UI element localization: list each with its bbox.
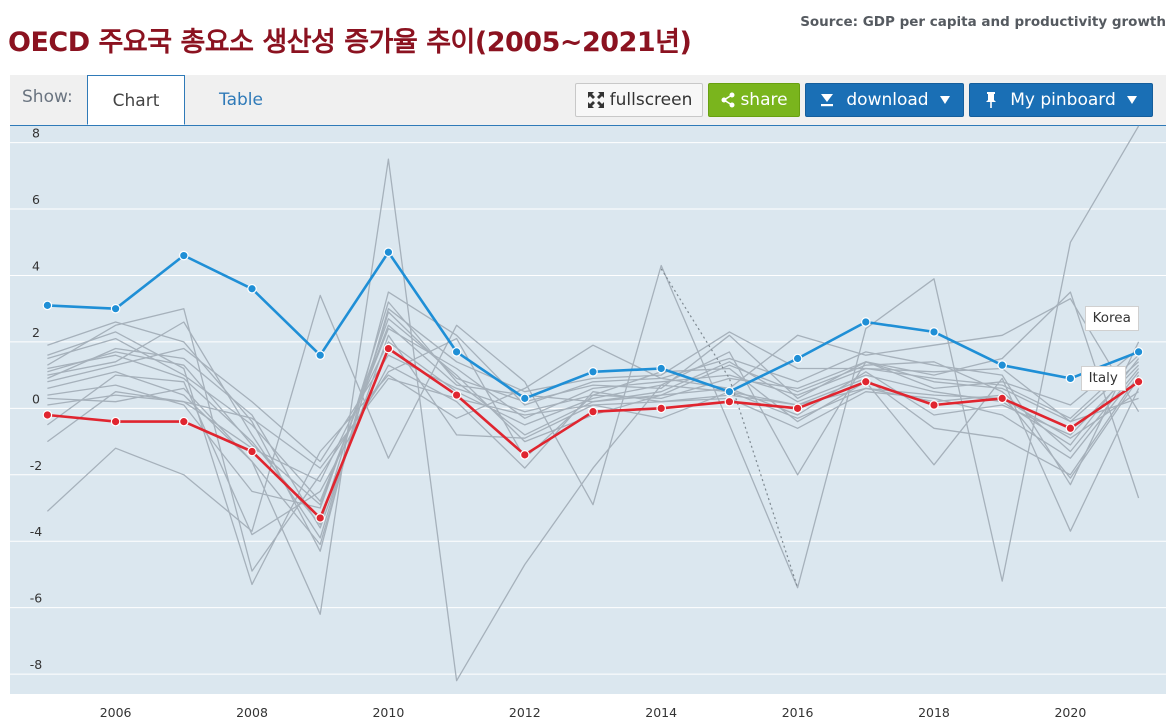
x-tick-label: 2006 — [100, 705, 132, 720]
background-series-line — [46, 125, 1140, 589]
italy-series-label: Italy — [1080, 365, 1126, 391]
italy-data-point — [588, 406, 598, 417]
pinboard-label: My pinboard — [1010, 90, 1116, 110]
korea-data-point — [588, 367, 598, 377]
background-series-line — [47, 377, 1139, 469]
x-tick-label: 2008 — [236, 705, 268, 720]
background-series-line — [47, 341, 1140, 483]
y-tick-label: -4 — [30, 524, 43, 539]
pinboard-button[interactable]: My pinboard — [969, 83, 1153, 117]
italy-data-point — [383, 343, 394, 354]
korea-data-point — [520, 393, 530, 404]
dotted-series-line — [660, 268, 799, 588]
download-label: download — [846, 90, 929, 110]
italy-data-point — [656, 403, 666, 414]
y-tick-label: 6 — [32, 192, 40, 207]
korea-data-point — [929, 327, 939, 337]
korea-series-label: Korea — [1084, 305, 1139, 331]
download-caret-icon — [939, 95, 951, 105]
tab-chart[interactable]: Chart — [87, 75, 185, 125]
korea-data-point — [1065, 373, 1076, 384]
share-button[interactable]: share — [708, 83, 800, 117]
italy-data-point — [42, 410, 53, 420]
italy-data-point — [724, 396, 735, 407]
korea-data-point — [179, 250, 189, 261]
y-tick-label: -8 — [30, 657, 43, 672]
pin-icon — [984, 91, 998, 109]
download-button[interactable]: download — [805, 83, 964, 117]
y-tick-label: 4 — [32, 258, 40, 273]
tab-table[interactable]: Table — [219, 90, 263, 110]
y-tick-label: -2 — [30, 458, 42, 473]
background-series-line — [47, 308, 1140, 546]
italy-data-point — [520, 450, 530, 460]
source-note: Source: GDP per capita and productivity … — [800, 14, 1166, 30]
download-icon — [818, 91, 836, 109]
background-series-line — [47, 324, 1140, 506]
y-tick-label: 2 — [32, 325, 40, 340]
share-label: share — [740, 90, 788, 110]
italy-data-point — [315, 513, 326, 523]
korea-data-point — [792, 353, 803, 364]
korea-data-point — [724, 386, 735, 397]
chart-toolbar: Show: Chart Table fullscreen share — [10, 75, 1166, 126]
korea-data-point — [656, 363, 666, 374]
background-series-line — [47, 308, 1140, 572]
korea-data-point — [1133, 347, 1144, 357]
korea-data-point — [315, 350, 326, 360]
italy-data-point — [792, 403, 803, 414]
background-series-line — [47, 364, 1140, 536]
korea-data-point — [860, 317, 871, 327]
korea-data-point — [110, 303, 121, 314]
italy-data-point — [1065, 423, 1076, 434]
fullscreen-icon — [586, 90, 606, 110]
italy-data-point — [929, 400, 939, 410]
x-tick-label: 2012 — [509, 705, 541, 720]
italy-data-point — [247, 446, 257, 457]
italy-data-point — [860, 376, 871, 387]
background-series-line — [47, 158, 1140, 682]
italy-data-point — [1133, 376, 1144, 387]
x-tick-label: 2020 — [1054, 705, 1086, 720]
share-icon — [720, 92, 736, 108]
korea-data-point — [997, 360, 1007, 370]
italy-data-point — [451, 390, 462, 400]
y-tick-label: 8 — [32, 126, 40, 141]
fullscreen-label: fullscreen — [609, 90, 693, 110]
italy-data-point — [110, 416, 121, 427]
x-tick-label: 2014 — [645, 705, 677, 720]
background-series-line — [47, 291, 1140, 552]
korea-data-point — [42, 300, 53, 311]
show-label: Show: — [22, 87, 73, 107]
korea-data-point — [247, 283, 257, 294]
italy-data-point — [179, 416, 189, 427]
x-tick-label: 2010 — [372, 705, 404, 720]
chart-area: -8 -6 -4 -2 0 2 4 6 8 2006 2008 2010 2012 2014 2016 201… — [10, 126, 1166, 720]
background-series-line — [47, 311, 1140, 539]
page-title: OECD 주요국 총요소 생산성 증가율 추이(2005~2021년) — [8, 27, 692, 58]
line-chart: -8 -6 -4 -2 0 2 4 6 8 2006 2008 2010 2012 2014 2016 201… — [10, 125, 1166, 720]
y-tick-label: 0 — [32, 391, 40, 406]
pinboard-caret-icon — [1126, 95, 1138, 105]
korea-data-point — [451, 347, 462, 357]
fullscreen-button[interactable]: fullscreen — [575, 83, 703, 117]
korea-data-point — [383, 247, 394, 258]
x-tick-label: 2016 — [782, 705, 814, 720]
x-tick-label: 2018 — [918, 705, 950, 720]
background-series-line — [47, 334, 1140, 529]
italy-data-point — [997, 393, 1007, 404]
y-tick-label: -6 — [30, 591, 43, 606]
